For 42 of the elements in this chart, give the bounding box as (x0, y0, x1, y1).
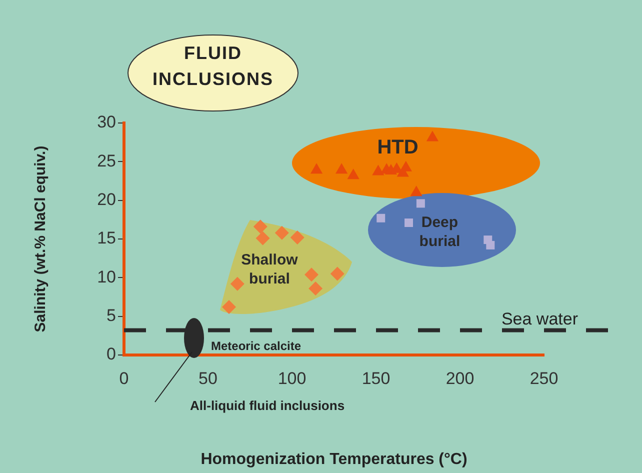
y-tick-label: 0 (106, 344, 116, 364)
y-axis-title: Salinity (wt.% NaCl equiv.) (32, 146, 50, 332)
text: FLUID INCLUSIONS (151, 42, 274, 91)
point (376, 214, 386, 222)
point (347, 168, 360, 180)
point (426, 130, 439, 142)
point (310, 163, 323, 174)
series-label: Shallow burial (241, 252, 298, 288)
x-tick-label: 50 (198, 368, 218, 388)
point (400, 160, 412, 172)
point (486, 240, 495, 250)
annotation: Meteoric calcite (211, 339, 302, 353)
series-label: HTD (377, 136, 418, 158)
point (336, 163, 348, 174)
y-tick-label: 30 (97, 112, 116, 132)
x-tick-label: 150 (362, 368, 390, 388)
y-tick-label: 15 (97, 228, 116, 248)
y-tick-label: 5 (106, 306, 116, 326)
point (253, 220, 268, 234)
x-axis-title: Homogenization Temperatures (°C) (200, 450, 468, 468)
point (222, 300, 236, 314)
point (274, 226, 289, 240)
y-tick-label: 25 (97, 151, 116, 170)
text: All-liquid fluid inclusions (190, 398, 345, 413)
x-tick-label: 100 (278, 368, 306, 388)
point (256, 231, 270, 246)
x-tick-label: 250 (530, 368, 558, 388)
x-tick-label: 200 (446, 368, 474, 388)
point (290, 230, 304, 244)
point (308, 281, 323, 296)
point (404, 218, 414, 228)
y-tick-label: 20 (97, 190, 116, 210)
y-tick-label: 10 (97, 267, 116, 286)
point (372, 164, 384, 176)
x-tick-label: 0 (119, 368, 129, 388)
series-label: Deep burial (419, 214, 460, 250)
ref-line-label: Sea water (501, 309, 578, 328)
point (330, 266, 344, 281)
point (410, 186, 422, 196)
point (416, 199, 425, 208)
point (230, 276, 244, 291)
point (304, 268, 318, 282)
